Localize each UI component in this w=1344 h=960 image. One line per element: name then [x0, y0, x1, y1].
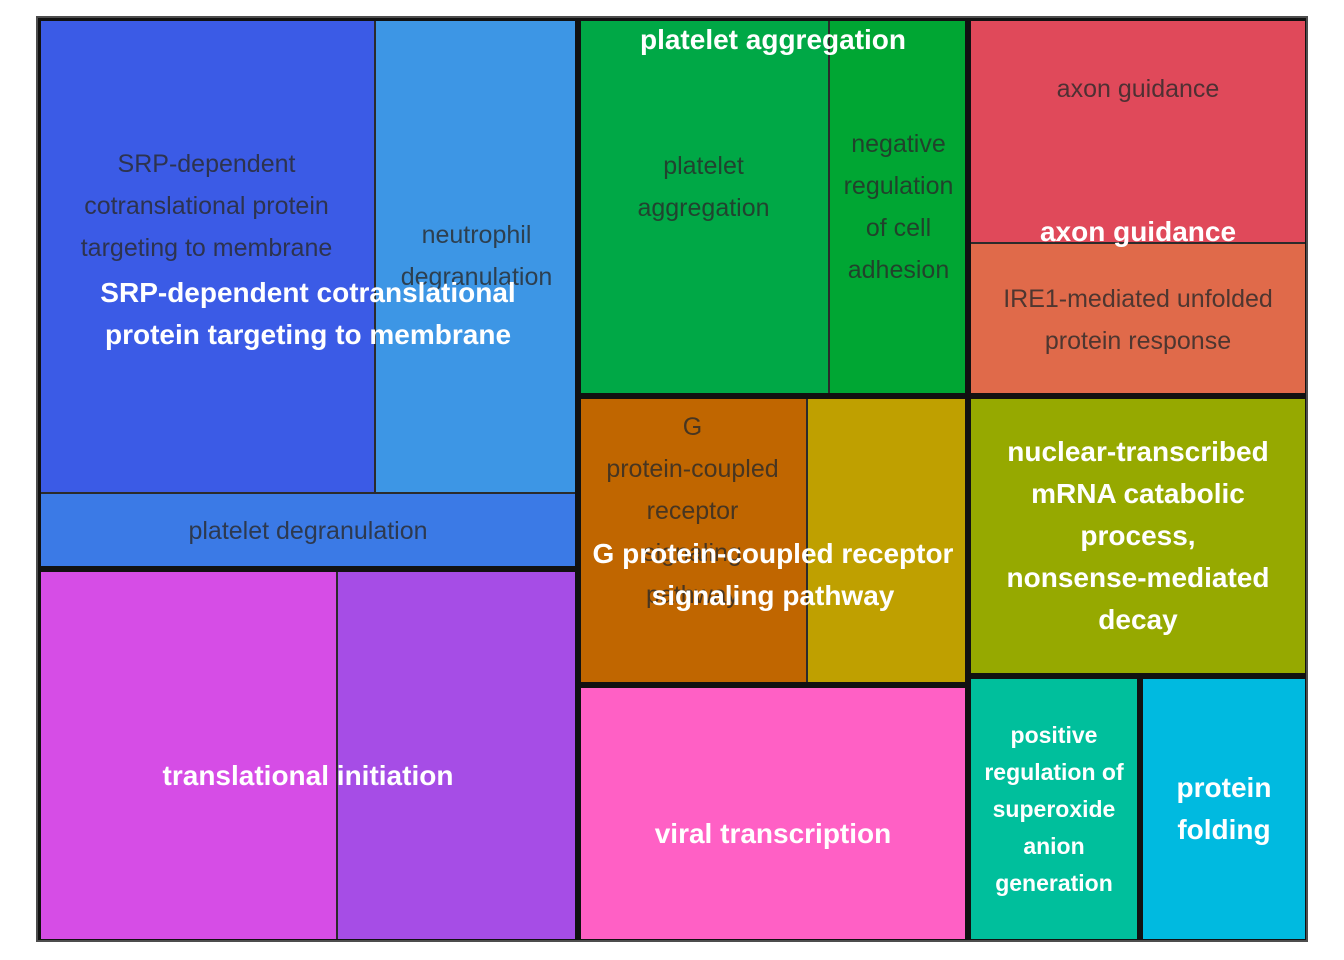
tile-label: SRP-dependent cotranslational protein targ…	[80, 149, 333, 262]
tile-label: platelet degranulation	[188, 517, 428, 545]
treemap-tile-neutrophil-degranulation: neutrophil degranulation	[375, 18, 578, 493]
treemap-tile-platelet-aggregation: platelet aggregation	[578, 18, 829, 396]
treemap-tile-g-protein-coupled-receptor-signaling-pathway-2	[807, 396, 968, 685]
treemap-tile-srp-dependent-cotranslational-protein-targeting-to-membrane: SRP-dependent cotranslational protein targ…	[38, 18, 375, 493]
tile-label: negative regulation of cell adhesion	[843, 130, 954, 284]
treemap-tile-negative-regulation-of-cell-adhesion: negative regulation of cell adhesion	[829, 18, 968, 396]
treemap-chart: SRP-dependent cotranslational protein targ…	[36, 16, 1308, 942]
treemap-tile-translational-initiation-2	[337, 569, 578, 940]
treemap-tile-viral-transcription	[578, 685, 968, 940]
treemap-tile-translational-initiation	[38, 569, 337, 940]
treemap-tile-ire1-mediated-unfolded-protein-response: IRE1-mediated unfolded protein response	[968, 243, 1306, 396]
treemap-tile-positive-regulation-of-superoxide-anion-generation	[968, 676, 1140, 940]
tile-label: IRE1-mediated unfolded protein response	[1003, 284, 1273, 355]
tile-label: platelet aggregation	[637, 152, 770, 222]
treemap-tile-platelet-degranulation: platelet degranulation	[38, 493, 578, 569]
treemap-tile-protein-folding	[1140, 676, 1306, 940]
tile-label: neutrophil degranulation	[400, 220, 553, 291]
treemap-tile-nuclear-transcribed-mrna-catabolic-process-nonsense-mediated-decay	[968, 396, 1306, 676]
treemap-tile-axon-guidance: axon guidance	[968, 18, 1306, 243]
tile-label: axon guidance	[1056, 74, 1220, 103]
